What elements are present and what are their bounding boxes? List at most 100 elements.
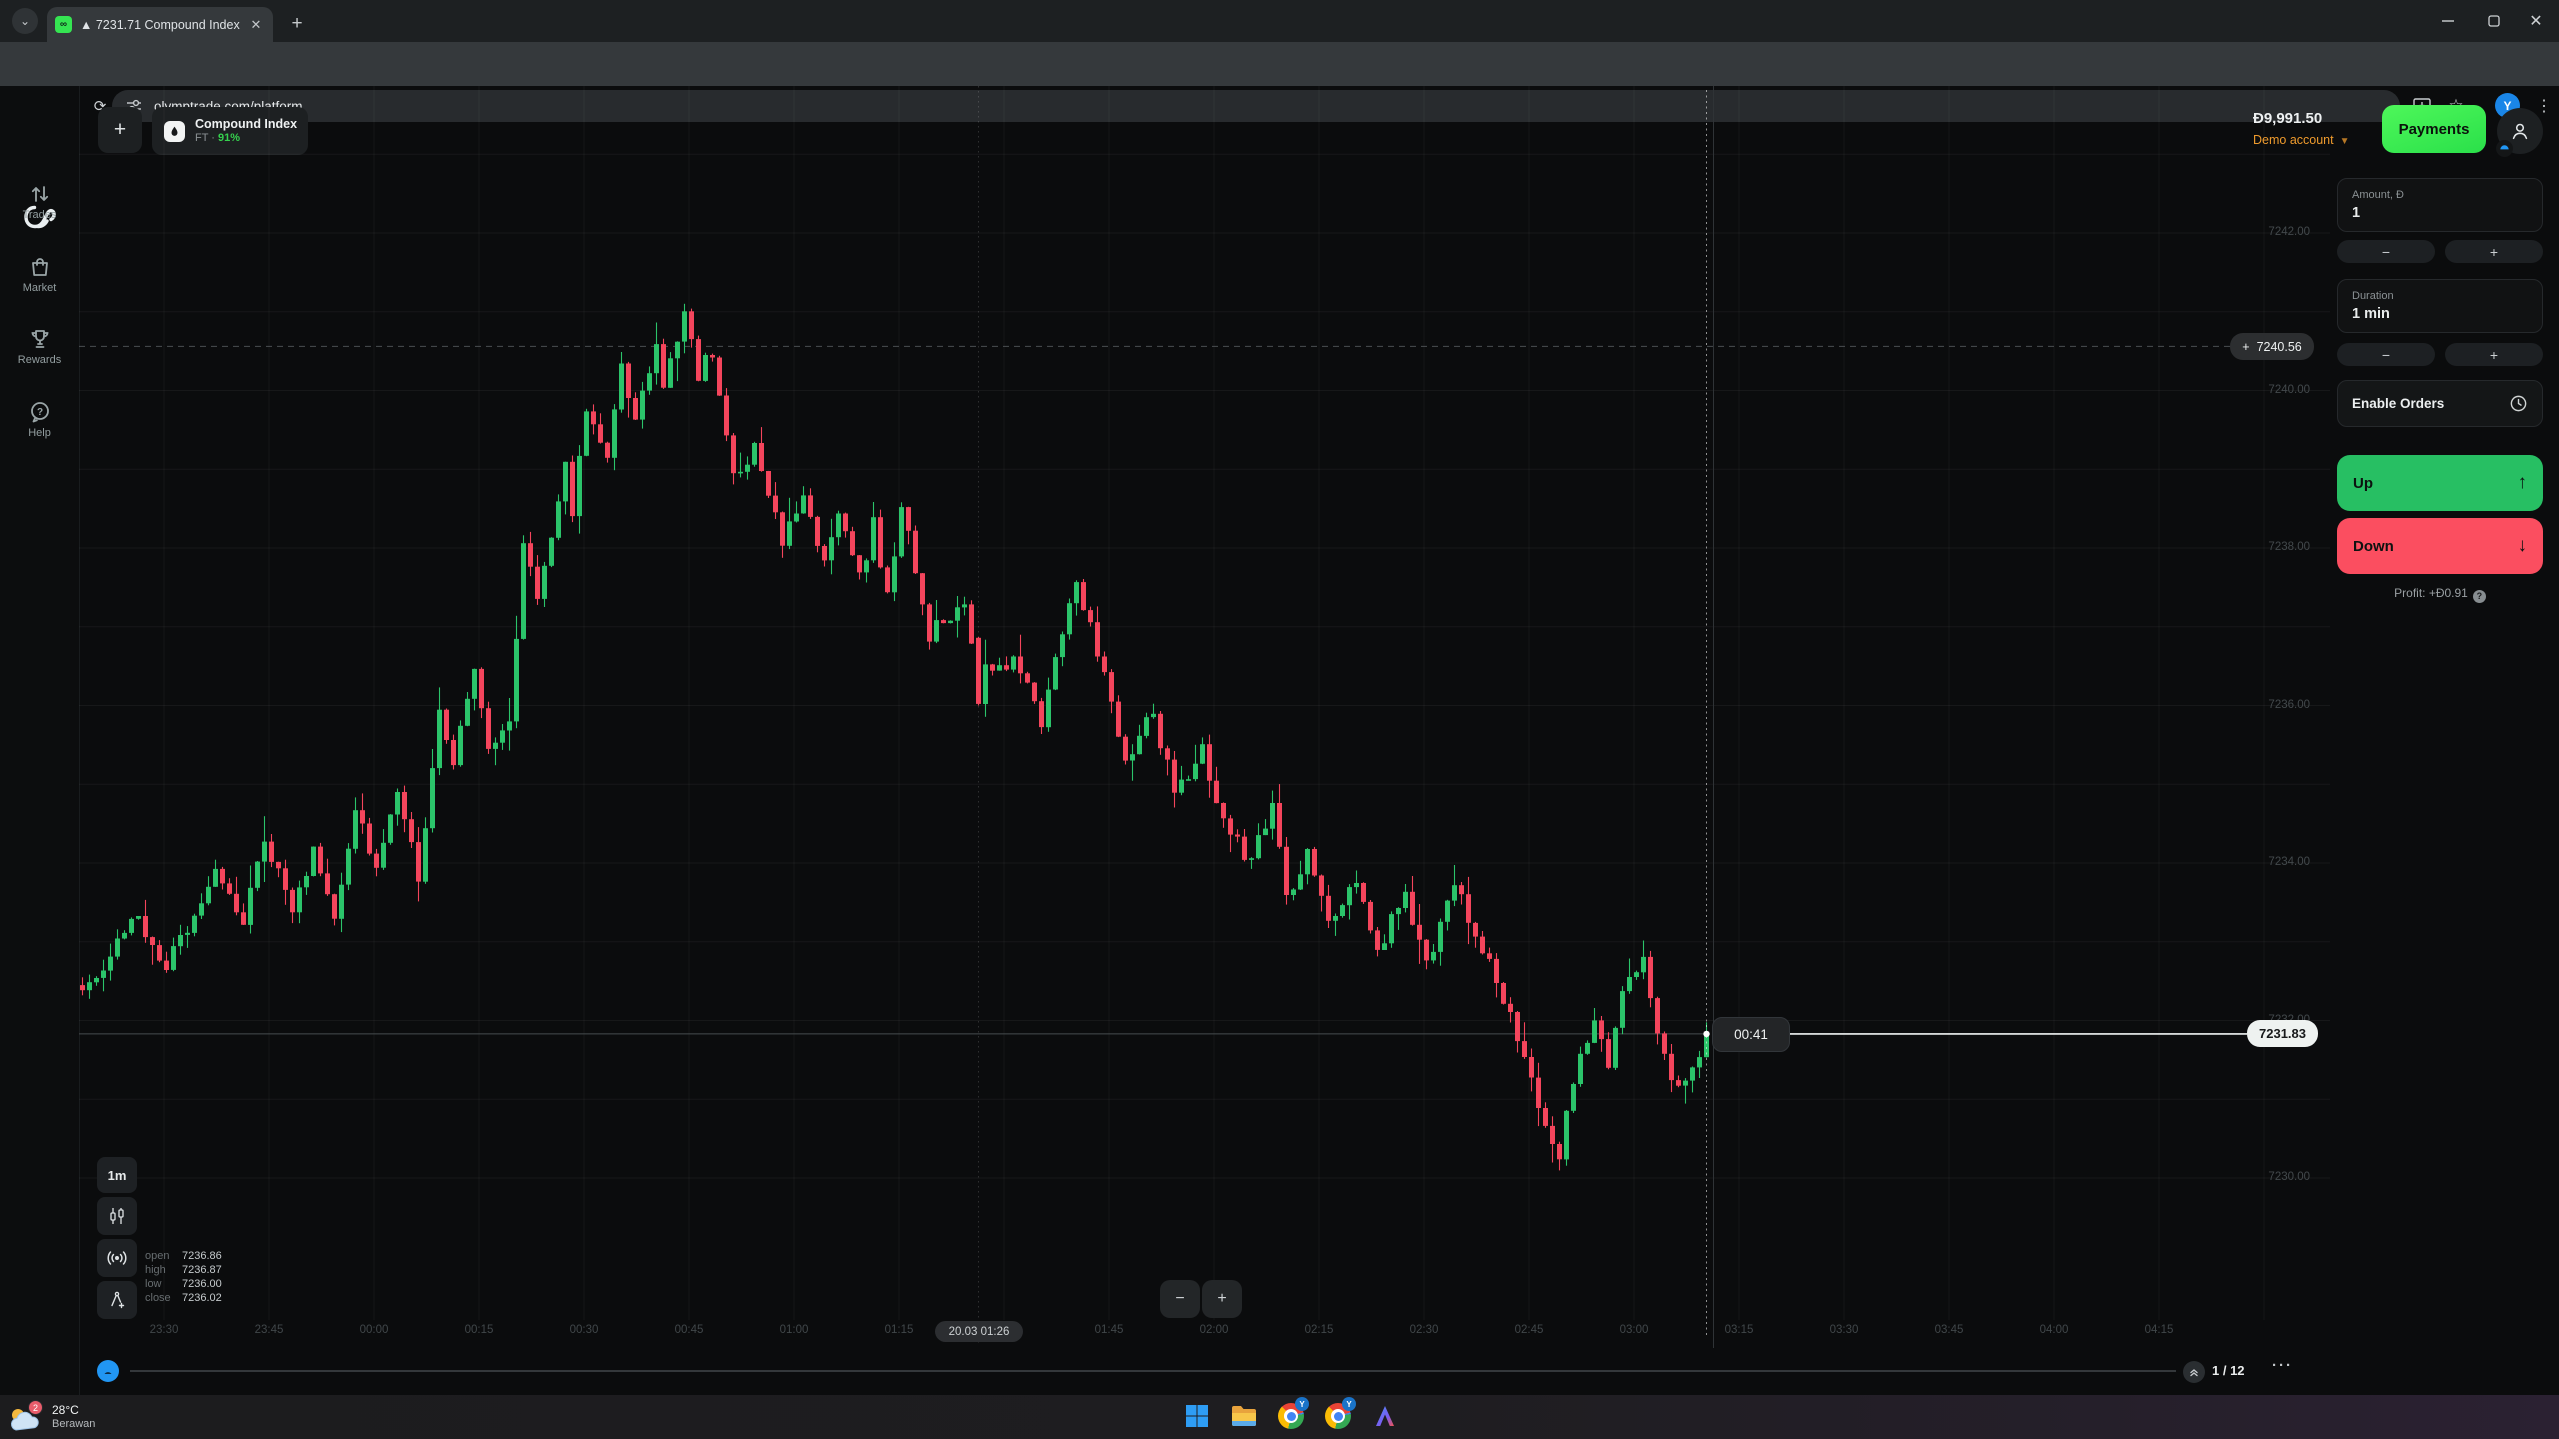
- sidebar-item-trades[interactable]: Trades: [0, 182, 79, 236]
- window-minimize-button[interactable]: [2425, 0, 2471, 42]
- tab-close-icon[interactable]: ✕: [250, 16, 262, 32]
- time-axis-label: 23:45: [254, 1324, 284, 1336]
- asset-tab[interactable]: Compound Index FT · 91%: [152, 107, 308, 155]
- window-close-button[interactable]: ✕: [2529, 13, 2543, 30]
- candles-icon: [110, 1208, 124, 1224]
- chart-scrollbar[interactable]: [130, 1370, 2176, 1372]
- time-axis-label: 00:30: [569, 1324, 599, 1336]
- maximize-icon: [2488, 15, 2500, 27]
- help-circle-icon[interactable]: ?: [2472, 590, 2486, 603]
- payments-button[interactable]: Payments: [2382, 105, 2486, 153]
- time-axis-label: 04:15: [2144, 1324, 2174, 1336]
- ohlc-row: low 7236.00: [145, 1277, 222, 1291]
- duration-increase-button[interactable]: +: [2445, 343, 2543, 366]
- amount-label: Amount, Đ: [2352, 189, 2404, 201]
- account-type-selector[interactable]: Demo account ▼: [2253, 133, 2350, 147]
- duration-field[interactable]: Duration 1 min: [2337, 279, 2543, 333]
- new-tab-button[interactable]: +: [291, 13, 303, 34]
- more-options-button[interactable]: ···: [2272, 1357, 2293, 1374]
- time-axis-label: 02:30: [1409, 1324, 1439, 1336]
- person-icon: [2512, 123, 2528, 140]
- profile-button[interactable]: [2496, 108, 2543, 157]
- chart-type-button[interactable]: [97, 1197, 137, 1235]
- amount-increase-button[interactable]: +: [2445, 240, 2543, 263]
- app-a-button[interactable]: [1371, 1402, 1399, 1430]
- arrow-down-icon: ↓: [2517, 535, 2528, 556]
- candle-countdown: 00:41: [1712, 1017, 1790, 1052]
- sidebar-item-label: Help: [28, 426, 51, 439]
- browser-toolbar: ← → ⟳ olymptrade.com/platform ☆ Y ⋮: [0, 42, 2559, 122]
- start-button[interactable]: [1183, 1402, 1211, 1430]
- ohlc-legend: open 7236.86 high 7236.87 low 7236.00 close 723…: [145, 1249, 222, 1305]
- ohlc-row: close 7236.02: [145, 1291, 222, 1305]
- asset-icon: [164, 120, 185, 142]
- chrome-button-2[interactable]: Y: [1324, 1397, 1356, 1430]
- plus-icon: +: [2242, 339, 2250, 354]
- file-explorer-button[interactable]: [1230, 1402, 1258, 1430]
- sidebar-item-market[interactable]: Market: [0, 255, 79, 309]
- duration-label: Duration: [2352, 290, 2394, 302]
- ohlc-label: open: [145, 1250, 170, 1262]
- ohlc-label: low: [145, 1278, 162, 1290]
- price-axis-label: 7242.00: [2268, 226, 2310, 238]
- amount-value: 1: [2352, 205, 2361, 221]
- candlestick-chart[interactable]: [79, 86, 2330, 1348]
- trades-panel-toggle[interactable]: [97, 1360, 119, 1382]
- windows-taskbar: 2 28°C Berawan Y Y: [0, 1395, 2559, 1439]
- sidebar-item-label: Rewards: [17, 354, 62, 366]
- drawing-tools-button[interactable]: [97, 1281, 137, 1319]
- time-axis-label: 04:00: [2039, 1324, 2069, 1336]
- page-up-button[interactable]: [2183, 1361, 2205, 1383]
- time-axis-label: 02:00: [1199, 1324, 1229, 1336]
- svg-text:?: ?: [36, 407, 42, 418]
- time-axis-label: 01:00: [779, 1324, 809, 1336]
- window-maximize-button[interactable]: [2471, 0, 2517, 42]
- crosshair-time-label: 20.03 01:26: [935, 1321, 1023, 1342]
- sidebar-item-help[interactable]: ? Help: [0, 400, 79, 454]
- double-chevron-icon: [2190, 1369, 2198, 1377]
- price-axis-label: 7230.00: [2268, 1171, 2310, 1183]
- market-icon: [28, 255, 52, 279]
- sidebar-item-rewards[interactable]: Rewards: [0, 327, 79, 381]
- profit-info: Profit: +Đ0.91?: [2337, 586, 2543, 603]
- asset-name: Compound Index: [195, 117, 298, 132]
- duration-decrease-button[interactable]: −: [2337, 343, 2435, 366]
- ohlc-value: 7236.87: [182, 1264, 222, 1276]
- price-axis-label: 7240.00: [2268, 383, 2310, 396]
- time-axis-label: 01:15: [884, 1324, 914, 1336]
- sidebar-item-label: Market: [22, 281, 57, 294]
- signals-button[interactable]: [97, 1239, 137, 1277]
- amount-field[interactable]: Amount, Đ 1: [2337, 178, 2543, 232]
- time-axis-label: 01:45: [1094, 1324, 1124, 1336]
- weather-widget[interactable]: 2 28°C Berawan: [8, 1395, 95, 1439]
- sidebar-item-label: Trades: [22, 209, 57, 221]
- zoom-out-button[interactable]: −: [1160, 1280, 1200, 1318]
- chrome-button-1[interactable]: Y: [1277, 1397, 1309, 1430]
- up-button[interactable]: Up ↑: [2337, 455, 2543, 511]
- browser-menu-icon[interactable]: ⋮: [2536, 98, 2552, 115]
- address-bar[interactable]: olymptrade.com/platform: [112, 90, 2400, 122]
- down-button[interactable]: Down ↓: [2337, 518, 2543, 574]
- amount-decrease-button[interactable]: −: [2337, 240, 2435, 263]
- rewards-icon: [28, 327, 52, 351]
- time-axis-label: 00:15: [464, 1324, 494, 1336]
- timeframe-button[interactable]: 1m: [97, 1157, 137, 1193]
- chevron-up-icon: [104, 1372, 112, 1374]
- chrome-profile-badge: Y: [1295, 1397, 1309, 1411]
- time-axis-label: 02:15: [1304, 1324, 1334, 1336]
- enable-orders-button[interactable]: Enable Orders: [2337, 380, 2543, 427]
- time-axis-label: 00:00: [359, 1324, 389, 1336]
- tab-title: ▲ 7231.71 Compound Index | Tr: [80, 17, 240, 32]
- price-axis-label: 7238.00: [2268, 541, 2310, 553]
- arrow-up-icon: ↑: [2517, 472, 2528, 493]
- order-price-marker[interactable]: +7240.56: [2230, 333, 2314, 360]
- browser-tab[interactable]: ∞ ▲ 7231.71 Compound Index | Tr ✕: [47, 7, 273, 42]
- live-signal-icon: [107, 1251, 127, 1265]
- ohlc-value: 7236.00: [182, 1278, 222, 1290]
- asset-payout: 91%: [218, 131, 241, 144]
- tab-search-button[interactable]: ⌄: [12, 8, 38, 34]
- add-asset-button[interactable]: +: [98, 107, 142, 153]
- zoom-in-button[interactable]: +: [1202, 1280, 1242, 1318]
